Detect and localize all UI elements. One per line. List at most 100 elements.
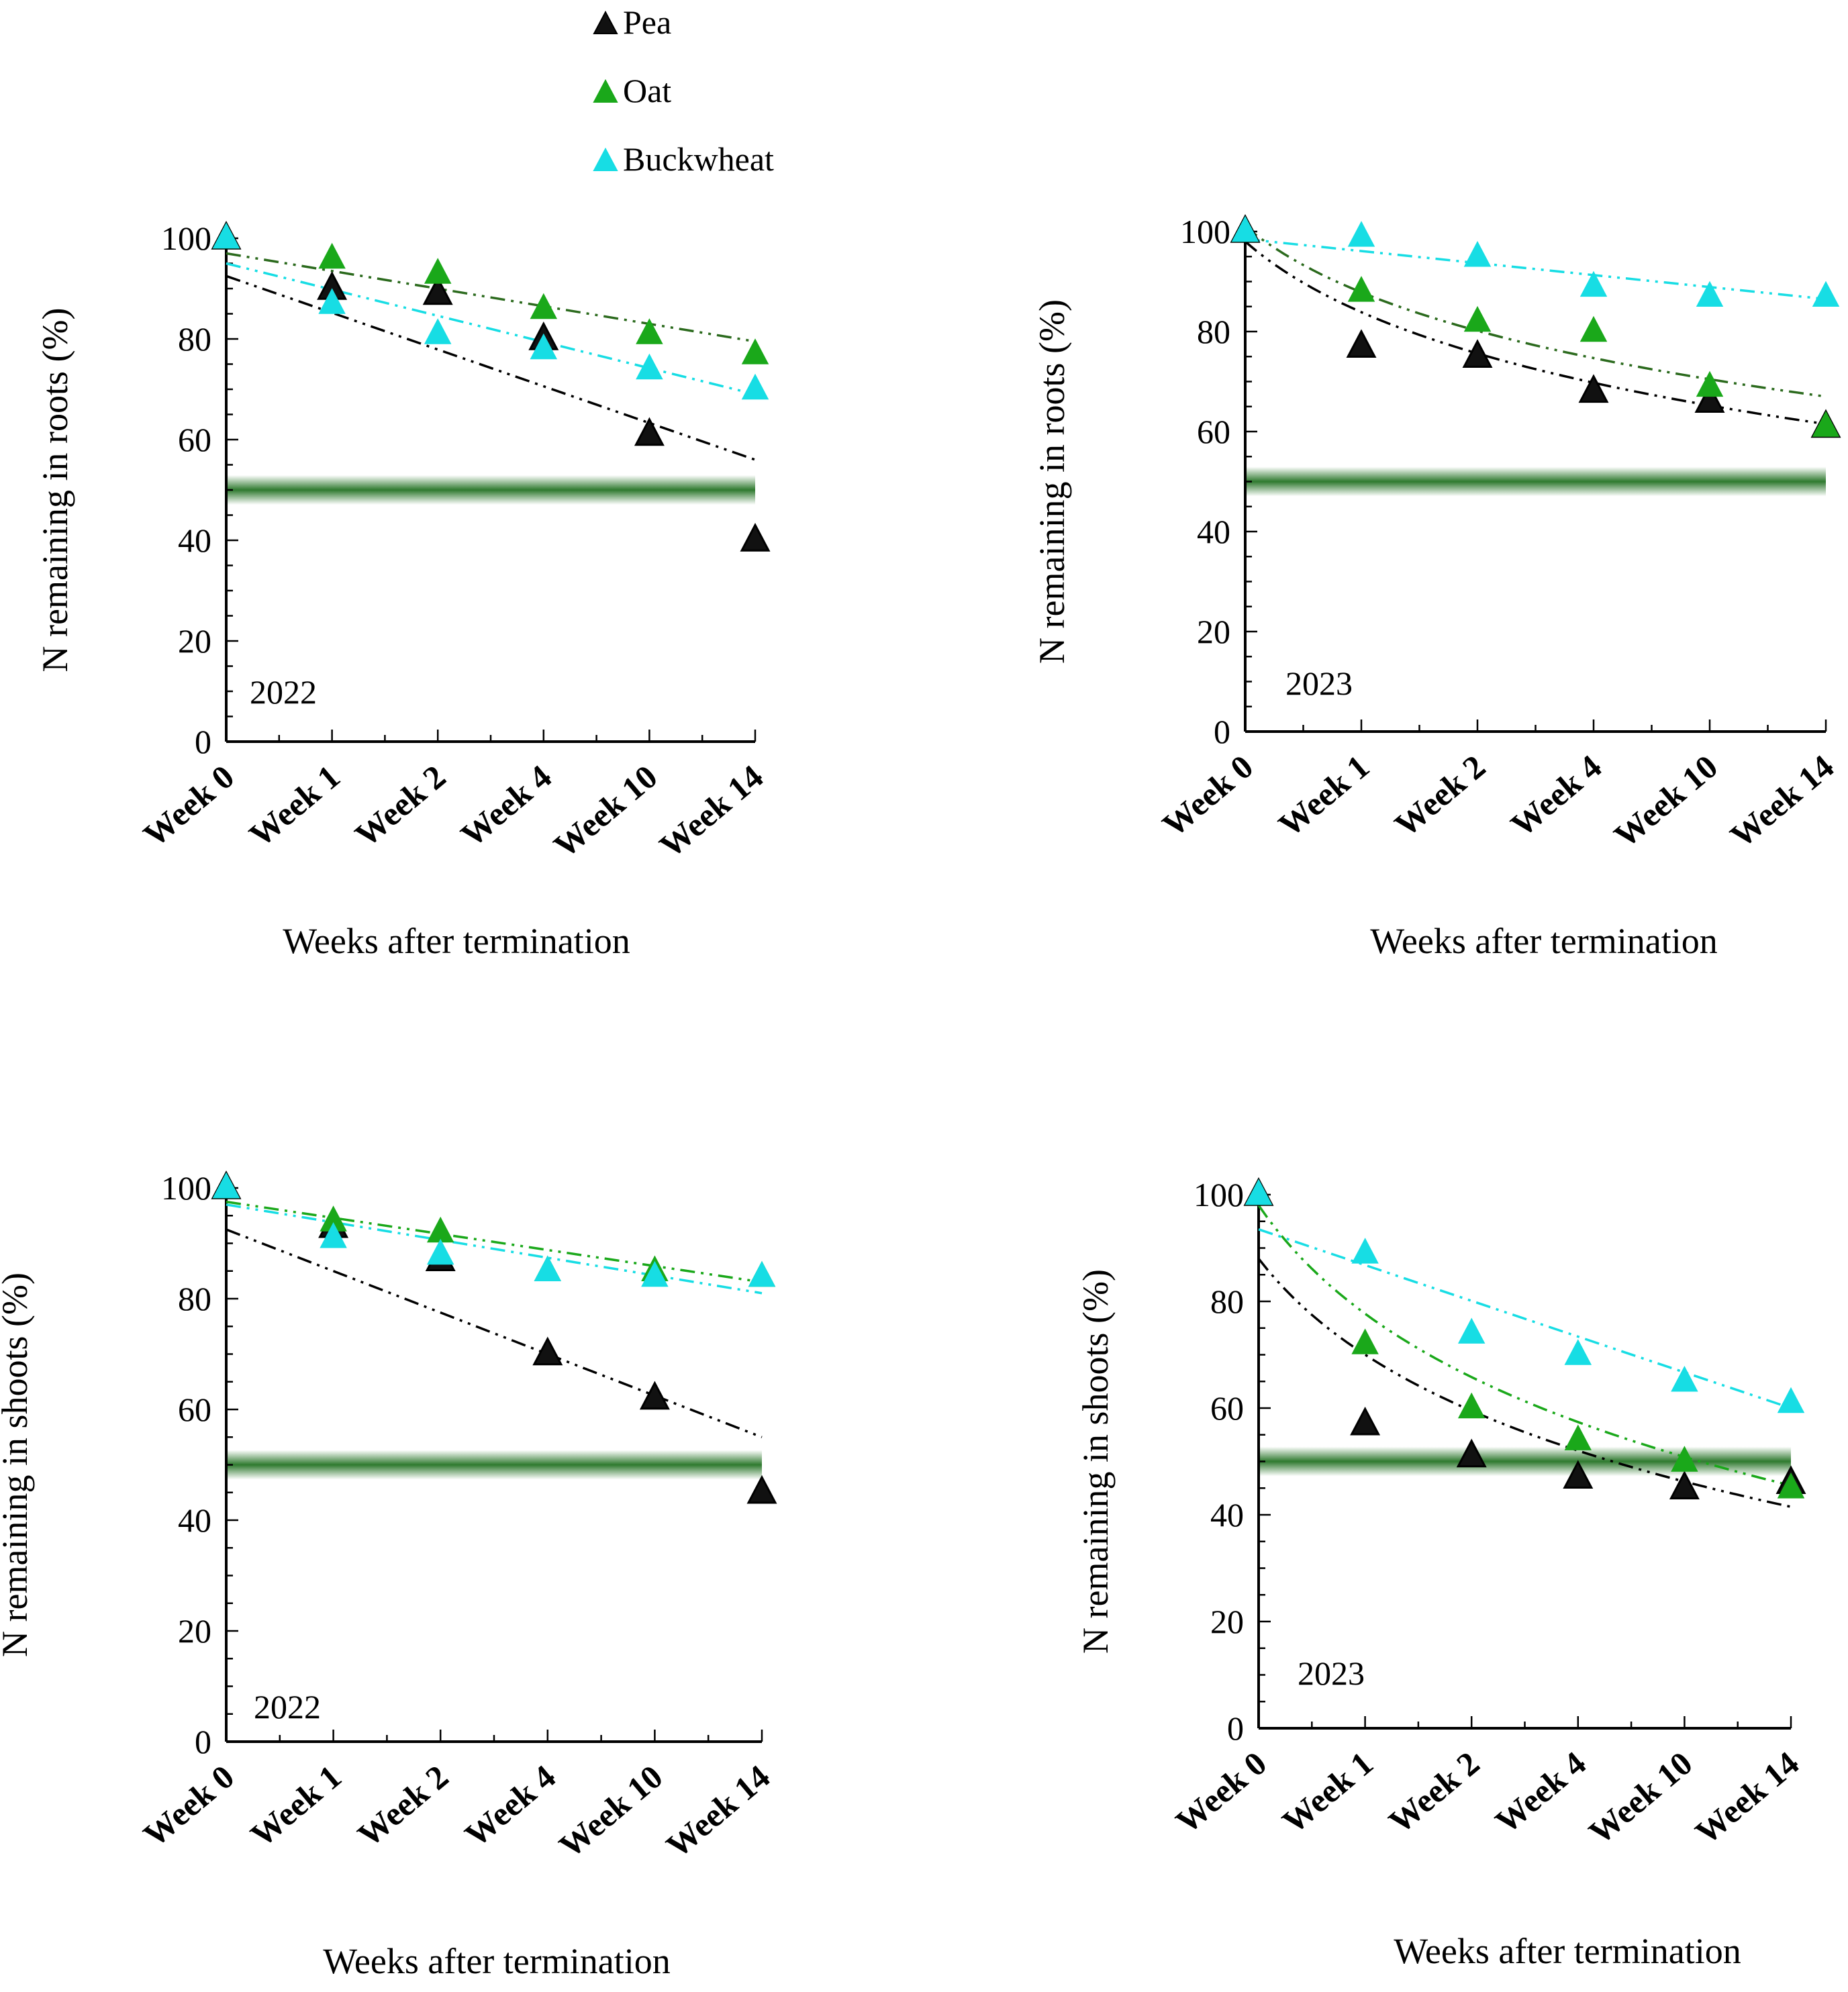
x-tick-label: Week 1	[242, 758, 346, 854]
legend-marker-pea	[593, 10, 618, 34]
data-point-pea	[1694, 384, 1725, 413]
y-tick-label: 20	[178, 1612, 211, 1650]
year-label: 2023	[1298, 1654, 1365, 1692]
data-point-buckwheat	[1671, 1365, 1698, 1392]
y-tick-label: 20	[1210, 1603, 1244, 1640]
year-label: 2022	[254, 1688, 321, 1726]
data-point-pea	[740, 522, 771, 552]
data-point-buckwheat	[424, 318, 452, 344]
data-point-oat	[1777, 1472, 1805, 1499]
y-axis-title: N remaining in shoots (%)	[1075, 1269, 1116, 1654]
trend-line-buckwheat	[1258, 1228, 1792, 1409]
data-point-pea	[1563, 1460, 1594, 1489]
data-point-buckwheat	[1231, 215, 1259, 242]
x-axis-title: Weeks after termination	[1370, 921, 1717, 961]
trend-line-oat	[226, 1200, 763, 1284]
data-point-pea	[746, 1475, 777, 1504]
data-point-buckwheat	[318, 288, 346, 314]
y-tick-label: 100	[1194, 1176, 1244, 1213]
legend-marker-oat	[593, 79, 618, 103]
data-point-oat	[1463, 305, 1492, 332]
x-axis-title: Weeks after termination	[323, 1941, 670, 1981]
threshold-band	[1259, 1446, 1791, 1477]
x-tick-label: Week 4	[1488, 1744, 1593, 1841]
data-point-oat	[636, 318, 663, 344]
y-axis-title: N remaining in roots (%)	[1032, 299, 1072, 664]
data-point-buckwheat	[1463, 240, 1492, 267]
data-point-oat	[741, 338, 769, 364]
x-tick-label: Week 14	[652, 758, 770, 865]
x-tick-label: Week 0	[1155, 748, 1260, 844]
trend-line-pea	[1244, 240, 1827, 426]
y-tick-label: 80	[1197, 313, 1230, 350]
x-tick-label: Week 0	[136, 758, 241, 854]
x-tick-label: Week 10	[1607, 748, 1724, 855]
x-tick-label: Week 2	[350, 1758, 455, 1854]
x-tick-label: Week 4	[458, 1758, 563, 1854]
data-point-pea	[1462, 339, 1493, 368]
x-tick-label: Week 10	[1582, 1744, 1699, 1852]
x-tick-label: Week 2	[1388, 748, 1492, 844]
x-tick-label: Week 2	[348, 758, 452, 854]
trend-line-buckwheat	[226, 262, 756, 396]
y-tick-label: 100	[1180, 213, 1230, 250]
data-point-oat	[1812, 411, 1840, 437]
y-tick-label: 40	[1210, 1496, 1244, 1534]
y-tick-label: 60	[178, 421, 211, 458]
data-point-buckwheat	[1457, 1317, 1486, 1344]
legend-label-pea: Pea	[623, 3, 671, 41]
y-tick-label: 60	[1210, 1389, 1244, 1427]
data-point-buckwheat	[212, 222, 240, 249]
data-point-buckwheat	[636, 353, 663, 380]
x-tick-label: Week 0	[136, 1758, 241, 1854]
x-tick-label: Week 4	[1504, 748, 1608, 844]
y-axis-title: N remaining in roots (%)	[35, 308, 75, 673]
x-tick-label: Week 1	[1275, 1744, 1379, 1841]
y-tick-label: 100	[161, 1169, 211, 1207]
data-point-buckwheat	[1245, 1179, 1273, 1205]
data-point-oat	[1457, 1392, 1486, 1419]
data-point-oat	[530, 293, 558, 319]
x-tick-label: Week 4	[454, 758, 558, 854]
y-tick-label: 40	[1197, 513, 1230, 550]
x-tick-label: Week 10	[546, 758, 664, 865]
data-point-oat	[1351, 1328, 1379, 1354]
data-point-pea	[1669, 1471, 1700, 1499]
y-tick-label: 0	[1227, 1709, 1244, 1747]
legend-item-oat: Oat	[593, 72, 671, 109]
x-tick-label: Week 14	[659, 1758, 777, 1865]
data-point-oat	[1564, 1424, 1592, 1450]
data-point-pea	[1346, 329, 1377, 358]
x-tick-label: Week 10	[552, 1758, 669, 1865]
trend-line-pea	[226, 275, 756, 461]
y-axis-title: N remaining in shoots (%)	[0, 1273, 35, 1657]
y-tick-label: 0	[195, 723, 211, 760]
legend: Pea Oat Buckwheat	[593, 3, 774, 178]
y-tick-label: 100	[161, 219, 211, 257]
y-tick-label: 20	[178, 622, 211, 660]
legend-marker-buckwheat	[593, 147, 618, 171]
threshold-band	[1245, 466, 1826, 497]
data-point-oat	[1579, 315, 1608, 342]
y-tick-label: 80	[178, 1280, 211, 1317]
trend-line-oat	[226, 252, 756, 343]
legend-label-oat: Oat	[623, 72, 671, 109]
y-tick-label: 40	[178, 1501, 211, 1539]
data-point-buckwheat	[1351, 1238, 1379, 1264]
data-point-buckwheat	[1812, 281, 1840, 307]
y-tick-label: 0	[195, 1723, 211, 1760]
legend-label-buckwheat: Buckwheat	[623, 140, 774, 178]
data-point-pea	[422, 276, 453, 305]
x-tick-label: Week 2	[1381, 1744, 1486, 1841]
data-point-pea	[532, 1336, 563, 1366]
year-label: 2023	[1285, 664, 1353, 702]
y-tick-label: 20	[1197, 613, 1230, 650]
data-point-pea	[1350, 1406, 1381, 1436]
data-point-pea	[1578, 374, 1609, 403]
x-axis-title: Weeks after termination	[283, 921, 630, 961]
trend-line-oat	[1244, 226, 1827, 398]
